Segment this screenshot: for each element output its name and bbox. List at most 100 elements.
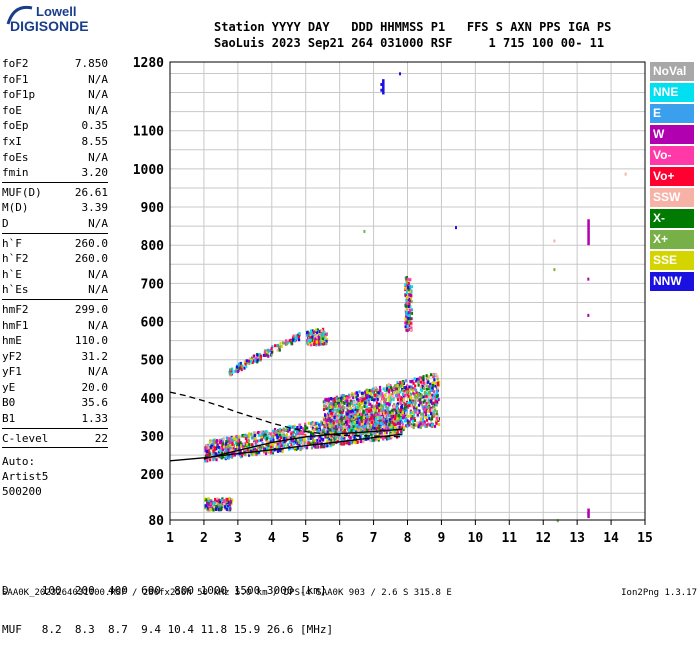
echo-point	[360, 417, 363, 421]
echo-point	[270, 350, 273, 354]
param-value: N/A	[88, 103, 108, 117]
echo-point	[430, 406, 433, 410]
echo-point	[232, 446, 235, 450]
echo-point	[340, 401, 344, 405]
echo-point	[359, 433, 363, 437]
echo-point	[311, 438, 315, 442]
echo-point	[213, 507, 216, 511]
echo-point	[406, 419, 409, 423]
echo-point	[332, 441, 335, 445]
echo-point	[298, 443, 301, 447]
echo-point	[299, 448, 302, 452]
echo-point	[375, 417, 378, 421]
echo-point	[319, 342, 322, 346]
echo-point	[431, 384, 435, 388]
echo-point	[366, 394, 370, 398]
echo-point	[372, 405, 375, 409]
echo-point	[423, 382, 426, 386]
echo-point	[314, 445, 317, 449]
echo-point	[393, 384, 397, 388]
echo-point	[425, 407, 428, 411]
echo-point	[350, 415, 353, 419]
echo-point	[207, 504, 210, 508]
echo-point	[420, 412, 423, 416]
echo-point	[363, 413, 366, 417]
echo-point	[320, 420, 323, 424]
echo-point	[404, 294, 407, 298]
echo-point	[413, 406, 416, 410]
echo-point	[404, 321, 407, 325]
echo-point	[393, 403, 396, 407]
echo-point	[272, 438, 275, 442]
param-row: yF2 31.2	[2, 349, 108, 365]
echo-point	[385, 428, 388, 432]
echo-point	[336, 401, 339, 405]
echo-point	[325, 416, 329, 420]
echo-point	[338, 442, 342, 446]
echo-point	[327, 412, 330, 416]
echo-point	[406, 402, 409, 406]
echo-point	[334, 414, 337, 418]
echo-point	[306, 338, 309, 342]
echo-point	[324, 422, 328, 426]
echo-point	[422, 387, 426, 391]
echo-point	[311, 432, 315, 436]
echo-point	[430, 408, 433, 412]
echo-point	[312, 342, 316, 346]
echo-point	[408, 315, 411, 319]
param-value: 35.6	[81, 396, 109, 410]
header-line2: SaoLuis 2023 Sep21 264 031000 RSF 1 715 …	[214, 36, 605, 50]
x-tick-label: 12	[535, 531, 551, 546]
echo-point	[221, 439, 225, 443]
param-value: N/A	[88, 283, 108, 297]
echo-point	[428, 391, 431, 395]
echo-point	[405, 424, 408, 428]
echo-point	[411, 389, 415, 393]
echo-point	[326, 338, 329, 342]
echo-point	[416, 409, 419, 413]
echo-point	[345, 433, 348, 437]
echo-point	[356, 407, 359, 411]
echo-point	[414, 388, 418, 392]
echo-point	[266, 348, 270, 352]
echo-point	[350, 441, 353, 445]
echo-point	[259, 354, 263, 358]
echo-point	[394, 408, 397, 412]
param-row: D N/A	[2, 216, 108, 232]
param-label: foEs	[2, 150, 29, 164]
echo-point	[397, 409, 400, 413]
legend-entry-x: X+	[650, 230, 694, 249]
echo-point	[361, 408, 364, 412]
echo-point	[414, 399, 417, 403]
echo-point	[388, 423, 391, 427]
echo-point	[369, 408, 372, 412]
echo-point	[417, 403, 421, 407]
echo-point	[419, 392, 422, 396]
echo-point	[212, 442, 215, 446]
echo-point	[235, 438, 238, 442]
echo-point	[410, 285, 414, 289]
echo-point	[425, 387, 428, 391]
echo-point	[323, 333, 326, 337]
echo-point	[424, 413, 428, 417]
echo-point	[396, 431, 399, 435]
echo-point	[374, 388, 377, 392]
echo-point	[317, 330, 320, 334]
echo-point	[280, 434, 283, 438]
echo-point	[429, 397, 433, 401]
echo-point	[434, 381, 437, 385]
echo-point	[343, 401, 346, 405]
param-row: yF1 N/A	[2, 364, 108, 380]
echo-point	[348, 414, 351, 418]
echo-point	[346, 415, 349, 419]
echo-point	[333, 415, 336, 419]
echo-point	[265, 437, 269, 441]
echo-point	[340, 437, 343, 441]
y-tick-label: 400	[141, 392, 165, 407]
echo-point	[229, 454, 232, 458]
echo-point	[432, 375, 435, 379]
echo-point	[307, 339, 310, 343]
echo-point	[328, 397, 331, 401]
echo-point	[417, 383, 420, 387]
echo-point	[220, 438, 224, 442]
